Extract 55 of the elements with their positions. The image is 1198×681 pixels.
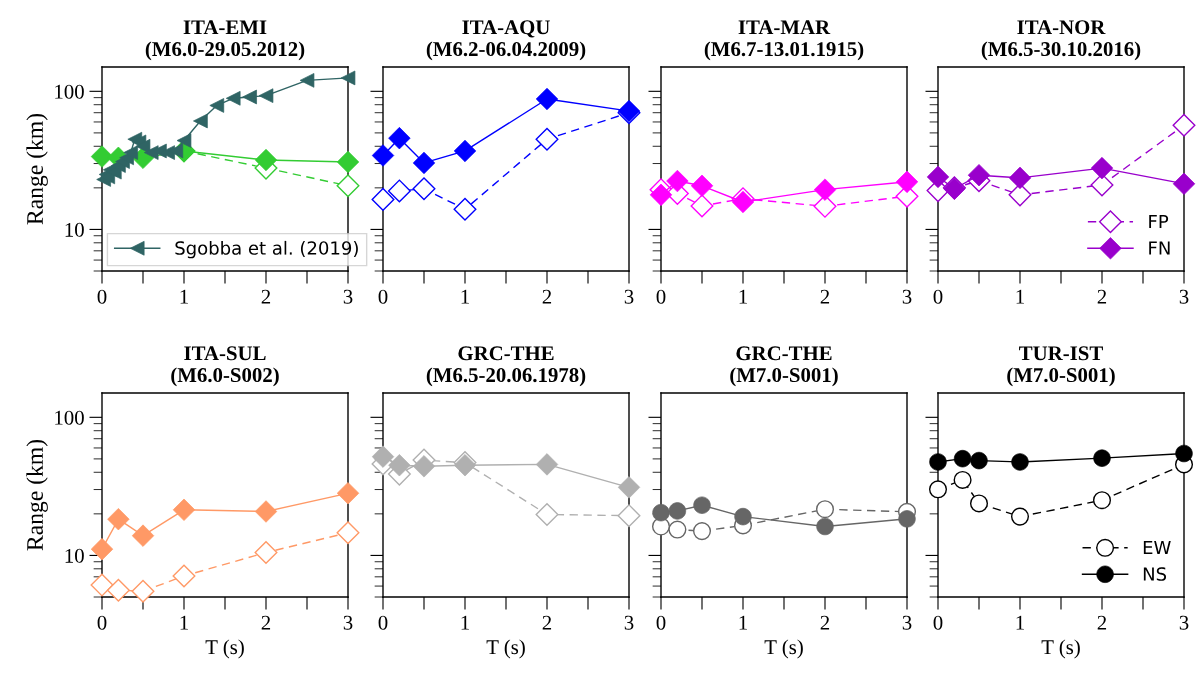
x-tick-label: 3	[343, 289, 353, 304]
x-tick-label: 1	[461, 615, 469, 630]
x-tick-label: 2	[261, 615, 271, 630]
x-tick-label: 2	[820, 289, 830, 304]
y-axis-title: Range (km)	[26, 113, 48, 225]
x-tick-label: 1	[461, 289, 469, 304]
legend-label: EW	[1143, 540, 1171, 555]
x-tick-label: 3	[624, 615, 634, 630]
x-tick-label: 0	[378, 289, 388, 304]
legend-label: NS	[1143, 567, 1167, 581]
chart-title: GRC-THE (M7.0-S001)	[730, 346, 838, 387]
y-tick-label: 100	[55, 410, 84, 425]
x-tick-label: 2	[542, 289, 552, 304]
x-axis-title: T (s)	[1041, 639, 1080, 659]
chart-title: ITA-EMI (M6.0-29.05.2012)	[145, 20, 305, 61]
chart-title: TUR-IST (M7.0-S001)	[1007, 346, 1115, 387]
x-tick-label: 0	[378, 615, 388, 630]
y-tick-label: 10	[65, 548, 84, 563]
chart-title: ITA-MAR (M6.7-13.01.1915)	[704, 20, 864, 61]
x-tick-label: 3	[902, 615, 912, 630]
chart-title: GRC-THE (M6.5-20.06.1978)	[426, 346, 586, 387]
x-tick-label: 1	[180, 289, 188, 304]
y-axis-title: Range (km)	[26, 439, 48, 551]
x-tick-label: 3	[343, 615, 353, 630]
x-tick-label: 0	[97, 289, 107, 304]
x-axis-title: T (s)	[205, 639, 244, 659]
x-tick-label: 1	[1016, 615, 1024, 630]
x-tick-label: 2	[1097, 615, 1107, 630]
x-axis-title: T (s)	[764, 639, 803, 659]
x-tick-label: 1	[180, 615, 188, 630]
x-tick-label: 2	[261, 289, 271, 304]
x-tick-label: 2	[1097, 289, 1107, 304]
y-tick-label: 100	[55, 84, 84, 99]
y-tick-label: 10	[65, 222, 84, 237]
x-tick-label: 2	[542, 615, 552, 630]
chart-title: ITA-SUL (M6.0-S002)	[171, 346, 279, 387]
x-tick-label: 1	[1016, 289, 1024, 304]
x-tick-label: 0	[933, 289, 943, 304]
legend-label: Sgobba et al. (2019)	[175, 240, 358, 259]
x-tick-label: 0	[656, 289, 666, 304]
x-tick-label: 0	[97, 615, 107, 630]
x-tick-label: 0	[933, 615, 943, 630]
x-tick-label: 3	[624, 289, 634, 304]
chart-title: ITA-NOR (M6.5-30.10.2016)	[981, 20, 1141, 61]
x-tick-label: 0	[656, 615, 666, 630]
x-tick-label: 1	[739, 615, 747, 630]
x-tick-label: 3	[1179, 289, 1189, 304]
x-tick-label: 2	[820, 615, 830, 630]
x-tick-label: 3	[1179, 615, 1189, 630]
x-axis-title: T (s)	[486, 639, 525, 659]
x-tick-label: 3	[902, 289, 912, 304]
x-tick-label: 1	[739, 289, 747, 304]
legend-label: FN	[1149, 241, 1170, 255]
chart-title: ITA-AQU (M6.2-06.04.2009)	[426, 20, 586, 61]
legend-label: FP	[1149, 214, 1169, 229]
